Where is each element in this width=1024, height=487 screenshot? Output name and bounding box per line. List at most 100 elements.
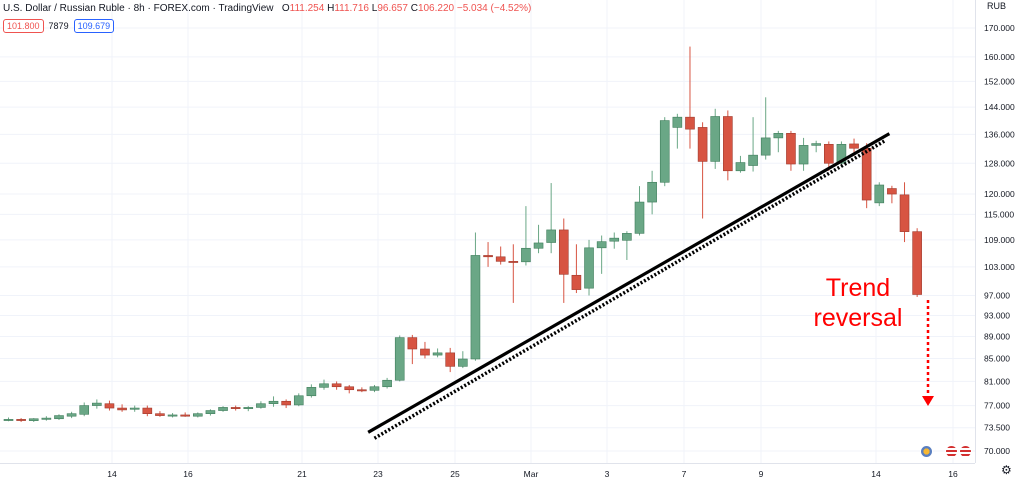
candle-body <box>798 145 809 165</box>
candle <box>180 412 190 417</box>
price-tick-label: 70.000 <box>984 446 1010 456</box>
price-axis[interactable]: 170.000 160.000 152.000 144.000 136.000 128.0… <box>975 0 1024 463</box>
price-tick-label: 85.000 <box>984 353 1010 363</box>
time-tick-label: 14 <box>871 469 881 479</box>
candle-body <box>558 229 569 275</box>
candle-body <box>760 137 771 156</box>
price-tick-label: 109.000 <box>984 235 1015 245</box>
candle-body <box>293 395 304 406</box>
candle <box>685 46 695 149</box>
candle-body <box>672 116 683 128</box>
candle <box>760 97 771 160</box>
candle <box>218 406 228 412</box>
us-flag-icon[interactable] <box>959 445 972 458</box>
price-tick-label: 144.000 <box>984 102 1015 112</box>
candle <box>344 384 355 394</box>
candle-body <box>533 242 544 249</box>
price-tick-label: 120.000 <box>984 189 1015 199</box>
candle-body <box>155 413 165 416</box>
interval[interactable]: 8h <box>133 3 145 14</box>
high-label: H <box>327 3 335 14</box>
candle-body <box>218 407 228 411</box>
candle <box>874 182 885 207</box>
candle-body <box>92 402 102 406</box>
candle <box>167 413 178 418</box>
candle <box>230 405 241 411</box>
time-tick-label: 23 <box>373 469 383 479</box>
candle <box>407 334 418 365</box>
candle-body <box>508 261 519 263</box>
trend-line-solid[interactable] <box>367 132 891 434</box>
candle-body <box>432 352 443 356</box>
candle-body <box>710 116 721 162</box>
candle <box>811 140 821 153</box>
candle <box>773 130 784 153</box>
candle-body <box>66 413 77 417</box>
candle-body <box>382 379 392 388</box>
candle-body <box>205 410 216 414</box>
candle-body <box>609 237 620 242</box>
candle <box>281 399 291 409</box>
economic-event-icon[interactable] <box>920 445 933 458</box>
low-label: L <box>371 3 378 14</box>
candle <box>710 108 721 169</box>
buy-button[interactable]: 109.679 <box>73 19 115 33</box>
candle <box>458 351 468 369</box>
candle-body <box>874 184 885 204</box>
time-axis[interactable]: 14 16 21 23 25 Mar 3 7 9 14 16 <box>0 463 975 481</box>
candle-body <box>697 127 708 162</box>
candle <box>887 185 897 204</box>
time-tick-label: 21 <box>297 469 307 479</box>
candle <box>546 183 556 254</box>
chart-area[interactable]: Trend reversal U.S. Dollar / Russian Rub… <box>0 0 975 463</box>
time-tick-label: 7 <box>682 469 687 479</box>
trend-line-dotted[interactable] <box>373 138 887 440</box>
sell-button[interactable]: 101.800 <box>3 19 44 33</box>
candle-body <box>167 414 178 417</box>
candlestick-chart[interactable]: Trend reversal <box>0 0 975 463</box>
trade-buttons: 101.800 7879 109.679 <box>3 19 115 33</box>
candle <box>445 347 456 373</box>
candle <box>382 377 392 389</box>
candle <box>495 246 506 265</box>
candle <box>420 341 430 359</box>
candle <box>672 113 683 149</box>
price-tick-label: 77.000 <box>984 401 1010 411</box>
spread-value: 7879 <box>48 21 69 31</box>
candle <box>899 182 910 243</box>
candle <box>798 137 809 171</box>
settings-gear-icon[interactable]: ⚙ <box>1001 463 1012 477</box>
open-label: O <box>281 3 290 14</box>
candle <box>155 411 165 417</box>
candle-body <box>470 255 481 360</box>
candle <box>117 404 127 412</box>
candle <box>622 231 632 260</box>
candle <box>394 335 405 382</box>
price-tick-label: 73.500 <box>984 423 1010 433</box>
candle-body <box>331 383 342 388</box>
candle-body <box>584 247 594 289</box>
price-tick-label: 136.000 <box>984 129 1015 139</box>
low-value: 96.657 <box>377 3 408 14</box>
us-flag-icon[interactable] <box>945 445 958 458</box>
candle <box>659 117 670 187</box>
candle-body <box>193 413 203 417</box>
candle-body <box>723 116 733 172</box>
price-tick-label: 115.000 <box>984 209 1014 219</box>
candle-body <box>811 143 821 146</box>
candle <box>533 224 544 254</box>
candle <box>369 384 380 393</box>
price-tick-label: 152.000 <box>984 76 1015 86</box>
candle-body <box>319 383 329 388</box>
candle <box>723 110 733 181</box>
candle-body <box>369 386 380 391</box>
candle-body <box>685 116 695 130</box>
candle <box>748 117 758 172</box>
candle <box>28 418 39 422</box>
close-label: C <box>410 3 418 14</box>
candle-body <box>483 255 493 258</box>
symbol-name[interactable]: U.S. Dollar / Russian Ruble <box>3 3 125 14</box>
candle <box>609 232 620 249</box>
price-tick-label: 97.000 <box>984 290 1010 300</box>
candle <box>596 235 607 274</box>
